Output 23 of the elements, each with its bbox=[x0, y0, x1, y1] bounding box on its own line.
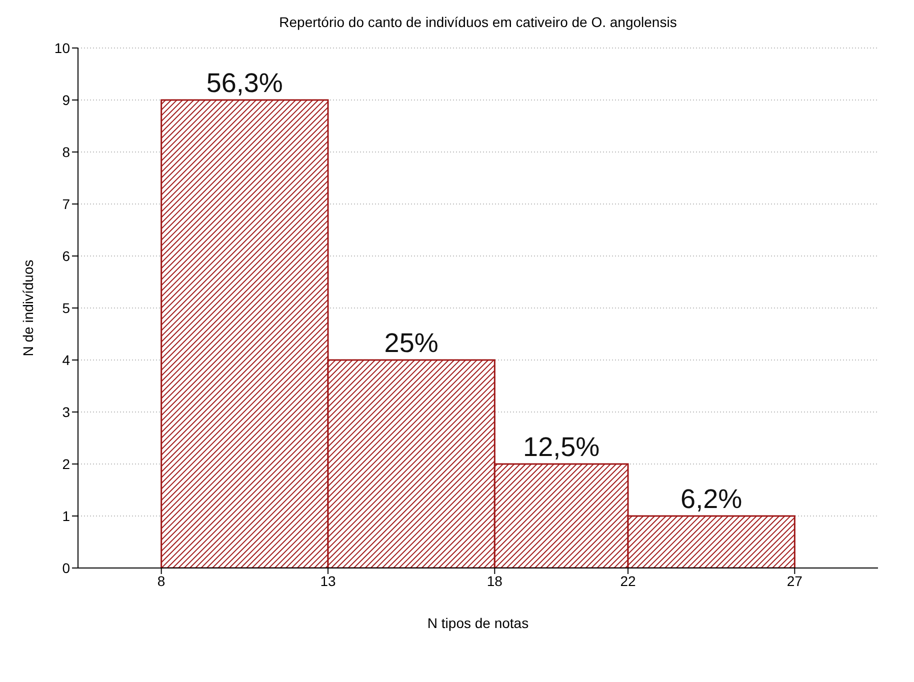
x-tick-label: 13 bbox=[320, 572, 336, 589]
y-tick-label: 10 bbox=[54, 40, 70, 56]
x-axis-title: N tipos de notas bbox=[427, 615, 529, 631]
y-tick-label: 2 bbox=[62, 456, 70, 472]
y-tick-label: 3 bbox=[62, 404, 70, 420]
annotation: 56,3% bbox=[206, 68, 283, 98]
y-tick-label: 7 bbox=[62, 196, 70, 212]
y-axis-title: N de indivíduos bbox=[20, 260, 36, 356]
x-tick-label: 18 bbox=[486, 572, 503, 589]
x-tick-label: 8 bbox=[157, 572, 166, 589]
y-tick-label: 6 bbox=[62, 248, 70, 264]
annotation: 6,2% bbox=[680, 484, 742, 514]
y-tick-label: 9 bbox=[62, 92, 70, 108]
y-tick-label: 1 bbox=[62, 508, 70, 524]
annotation: 25% bbox=[384, 328, 438, 358]
y-tick-label: 0 bbox=[62, 560, 70, 576]
x-tick-label: 27 bbox=[786, 572, 803, 589]
y-tick-label: 5 bbox=[62, 300, 70, 316]
y-tick-label: 4 bbox=[62, 352, 70, 368]
x-tick-label: 22 bbox=[620, 572, 636, 589]
chart-title: Repertório do canto de indivíduos em cativeiro de O. angolensis bbox=[278, 14, 678, 30]
annotation: 12,5% bbox=[523, 432, 600, 462]
y-tick-label: 8 bbox=[62, 144, 70, 160]
